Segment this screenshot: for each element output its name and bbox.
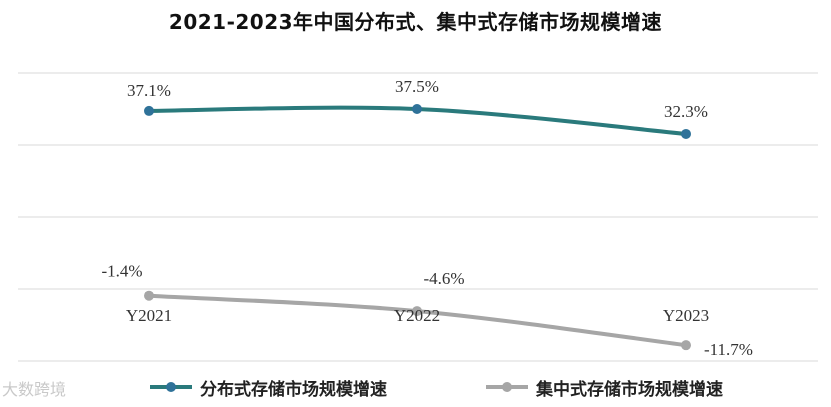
legend-marker-distributed [150, 382, 192, 392]
x-tick-label: Y2023 [663, 306, 709, 325]
x-tick-label: Y2021 [126, 306, 172, 325]
data-point [144, 290, 154, 301]
legend-label-distributed: 分布式存储市场规模增速 [200, 379, 387, 400]
data-label: 32.3% [664, 102, 708, 121]
chart-title: 2021-2023年中国分布式、集中式存储市场规模增速 [168, 10, 663, 34]
data-point [412, 104, 422, 114]
data-point [681, 340, 691, 351]
data-point [681, 128, 691, 139]
data-point [412, 306, 422, 317]
data-point [144, 105, 154, 116]
legend-label-centralized: 集中式存储市场规模增速 [536, 379, 723, 400]
watermark: 大数跨境 [2, 380, 67, 399]
x-tick-label: Y2022 [394, 306, 440, 325]
legend-item-centralized: 集中式存储市场规模增速 [484, 374, 723, 400]
data-label: -11.7% [704, 340, 753, 359]
legend-marker-centralized [486, 382, 528, 392]
legend-item-distributed: 分布式存储市场规模增速 [148, 374, 387, 400]
data-label: 37.5% [395, 77, 439, 96]
data-label: 37.1% [127, 81, 171, 100]
data-label: -1.4% [101, 262, 142, 281]
data-label: -4.6% [423, 269, 464, 288]
